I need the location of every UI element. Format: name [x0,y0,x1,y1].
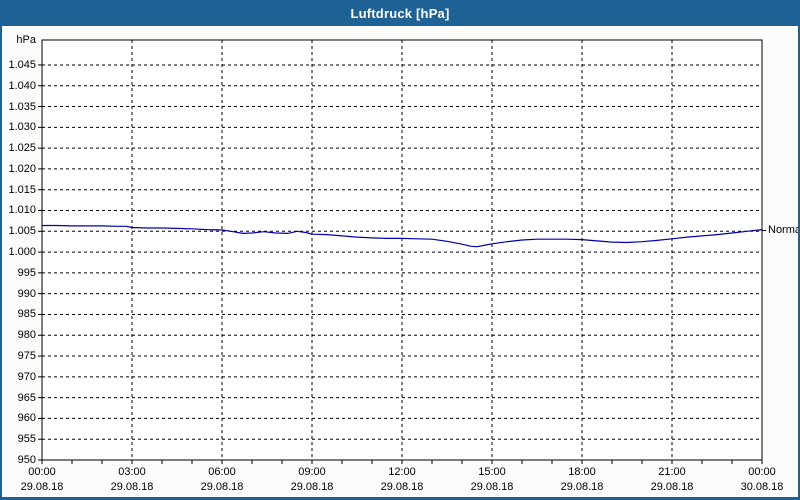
x-tick-time-label: 06:00 [208,466,236,478]
x-tick-time-label: 09:00 [298,466,326,478]
x-tick-date-label: 29.08.18 [110,481,154,493]
x-tick-date-label: 29.08.18 [470,481,514,493]
plot-border [41,39,763,461]
y-tick-label: 1.000 [8,246,36,259]
y-tick-label: 970 [17,370,36,383]
window-titlebar[interactable]: Luftdruck [hPa] [2,0,798,26]
x-tick-time-label: 00:00 [748,466,776,478]
y-tick-label: 985 [17,308,36,321]
y-tick-label: 980 [17,329,36,342]
x-tick-date-label: 29.08.18 [200,481,244,493]
window-title: Luftdruck [hPa] [350,5,450,21]
y-axis-unit-label: hPa [16,34,36,46]
y-tick-label: 965 [17,391,36,404]
x-tick-time-label: 21:00 [658,466,686,478]
y-tick-label: 990 [17,287,36,300]
x-tick-date-label: 29.08.18 [560,481,604,493]
chart-area: 1.045 1.040 1.035 1.030 1.025 1.020 1.015 1.010… [0,26,800,497]
y-tick-label: 1.035 [8,100,36,113]
x-tick-time-label: 12:00 [388,466,416,478]
y-tick-label: 1.045 [8,58,36,71]
y-tick-label: 1.025 [8,142,36,155]
x-tick-date-label: 29.08.18 [290,481,334,493]
y-tick-label: 995 [17,266,36,279]
x-tick-time-label: 18:00 [568,466,596,478]
y-tick-label: 1.040 [8,79,36,92]
x-tick-time-label: 00:00 [28,466,56,478]
y-tick-label: 950 [17,454,36,466]
x-tick-date-label: 29.08.18 [380,481,424,493]
x-tick-time-label: 03:00 [118,466,146,478]
y-tick-label: 975 [17,350,36,363]
y-tick-label: 960 [17,412,36,425]
x-tick-date-label: 30.08.18 [740,481,784,493]
y-tick-label: 1.020 [8,162,36,175]
x-tick-date-label: 29.08.18 [20,481,64,493]
x-tick-date-label: 29.08.18 [650,481,694,493]
normal-marker-label: Normal [768,224,800,237]
y-tick-label: 1.015 [8,183,36,196]
y-tick-label: 1.005 [8,225,36,238]
y-tick-label: 1.010 [8,204,36,217]
y-tick-label: 955 [17,433,36,446]
y-tick-label: 1.030 [8,121,36,134]
x-tick-time-label: 15:00 [478,466,506,478]
pressure-line-chart[interactable] [0,26,800,497]
pressure-series-line[interactable] [42,224,763,248]
